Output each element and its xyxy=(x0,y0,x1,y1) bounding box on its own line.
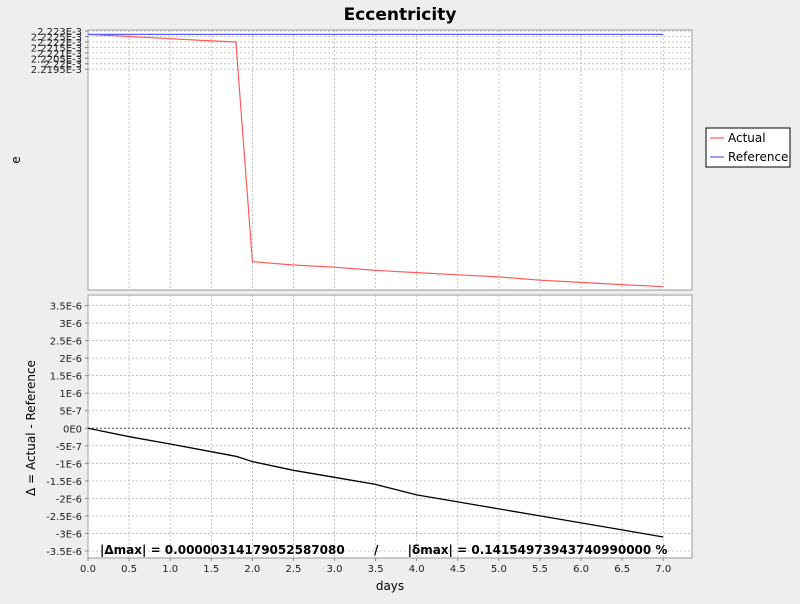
y-tick-label: 2.5E-6 xyxy=(50,337,82,348)
x-tick-label: 3.5 xyxy=(368,564,384,575)
x-tick-label: 1.0 xyxy=(162,564,178,575)
y-tick-label: 3E-6 xyxy=(59,319,82,330)
y-tick-label: 5E-7 xyxy=(59,407,82,418)
y-tick-label: 3.5E-6 xyxy=(50,302,82,313)
y-tick-label: 1E-6 xyxy=(59,389,82,400)
y-tick-label: 2.223E-3 xyxy=(37,27,82,38)
y-tick-label: 2.221E-3 xyxy=(37,49,82,60)
bottom-grid xyxy=(87,295,692,558)
legend-label-reference: Reference xyxy=(728,150,788,164)
y-tick-label: 1.5E-6 xyxy=(50,372,82,383)
bottom-series xyxy=(87,427,664,538)
y-tick-label: -1.5E-6 xyxy=(46,477,82,488)
x-tick-label: 2.5 xyxy=(285,564,301,575)
x-tick-label: 6.5 xyxy=(614,564,630,575)
x-tick-label: 5.5 xyxy=(532,564,548,575)
top-grid xyxy=(87,30,692,290)
y-tick-label: -3.5E-6 xyxy=(46,547,82,558)
y-tick-label: 2E-6 xyxy=(59,354,82,365)
series-delta-line xyxy=(87,427,664,538)
y-tick-label: 2.2205E-3 xyxy=(31,54,82,65)
x-tick-label: 5.0 xyxy=(491,564,507,575)
x-tick-label: 3.0 xyxy=(327,564,343,575)
x-tick-label: 0.0 xyxy=(80,564,96,575)
x-tick-label: 4.0 xyxy=(409,564,425,575)
delta-max-annotation: |Δmax| = 0.00000314179052587080 / |δmax|… xyxy=(100,543,667,557)
top-y-axis-label: e xyxy=(9,156,23,163)
chart-title: Eccentricity xyxy=(344,5,457,25)
series-actual-line xyxy=(87,33,664,288)
x-tick-label: 7.0 xyxy=(655,564,671,575)
x-tick-label: 4.5 xyxy=(450,564,466,575)
x-axis-label: days xyxy=(376,579,404,593)
x-tick-label: 0.5 xyxy=(121,564,137,575)
x-tick-label: 6.0 xyxy=(573,564,589,575)
legend: Actual Reference xyxy=(705,127,791,168)
y-tick-label: 2.2225E-3 xyxy=(31,33,82,44)
y-tick-label: 0E0 xyxy=(63,424,82,435)
bottom-y-axis-label: Δ = Actual - Reference xyxy=(24,360,38,496)
y-tick-label: -2.5E-6 xyxy=(46,512,82,523)
y-tick-label: -2E-6 xyxy=(56,494,82,505)
bottom-plot: -3.5E-6 -3E-6 -2.5E-6 -2E-6 -1.5E-6 -1E-6 -5E-… xyxy=(24,294,693,593)
top-series xyxy=(87,33,664,288)
x-axis: 0.0 0.5 1.0 1.5 2.0 2.5 3.0 3.5 4.0 4.5 5.0 5.5 6.0 6… xyxy=(80,558,671,575)
y-tick-label: -1E-6 xyxy=(56,459,82,470)
legend-label-actual: Actual xyxy=(728,131,766,145)
y-tick-label: 2.2215E-3 xyxy=(31,43,82,54)
legend-box xyxy=(705,127,791,168)
bottom-plot-area xyxy=(87,294,693,559)
x-tick-label: 1.5 xyxy=(203,564,219,575)
y-tick-label: 2.2195E-3 xyxy=(31,65,82,76)
bottom-y-axis: -3.5E-6 -3E-6 -2.5E-6 -2E-6 -1.5E-6 -1E-6 -5E-… xyxy=(46,302,88,558)
top-plot: 2.2195E-32.22E-32.2205E-32.221E-32.2215E… xyxy=(9,27,693,291)
y-tick-label: -3E-6 xyxy=(56,529,82,540)
y-tick-label: 2.22E-3 xyxy=(43,60,82,71)
top-y-axis: 2.2195E-32.22E-32.2205E-32.221E-32.2215E… xyxy=(31,27,88,76)
top-plot-area xyxy=(87,29,693,291)
y-tick-label: -5E-7 xyxy=(56,442,82,453)
y-tick-label: 2.222E-3 xyxy=(37,38,82,49)
x-tick-label: 2.0 xyxy=(244,564,260,575)
